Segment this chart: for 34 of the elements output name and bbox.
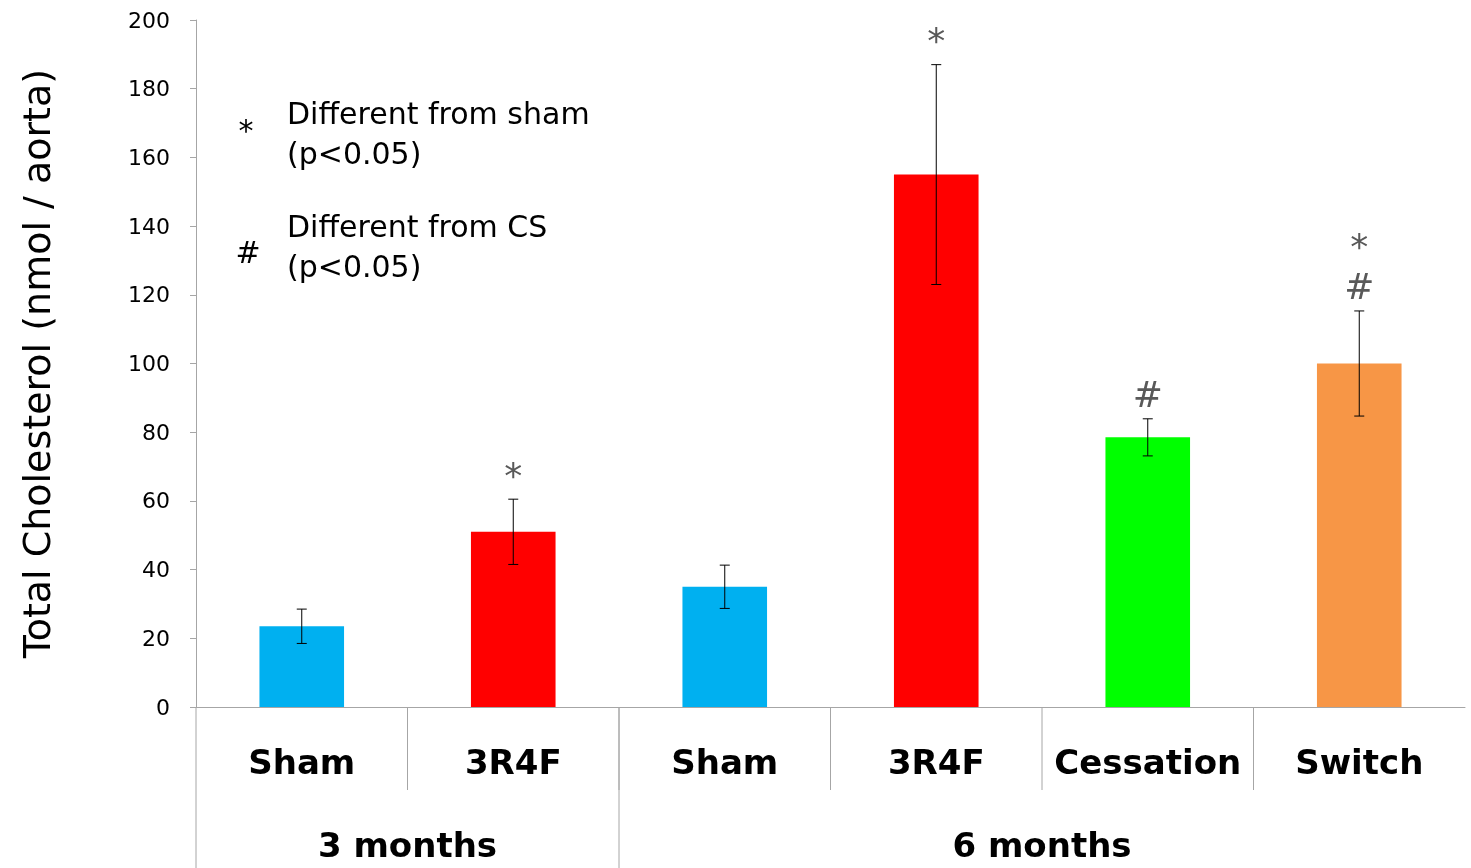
bar	[1105, 437, 1191, 707]
bar	[682, 586, 768, 707]
x-tick-label: 3R4F	[887, 742, 985, 782]
y-tick-label: 200	[128, 7, 170, 33]
data-label: *	[504, 454, 523, 496]
x-tick-label: 3R4F	[464, 742, 562, 782]
annotation: *	[238, 112, 254, 148]
y-tick-label: 140	[128, 213, 170, 239]
y-tick-label: 160	[128, 144, 170, 170]
bar	[1316, 363, 1402, 707]
y-tick-label: 80	[142, 419, 170, 445]
y-tick-label: 0	[156, 694, 170, 720]
annotation: Different from CS (p<0.05)	[287, 208, 548, 284]
y-tick-label: 60	[142, 488, 170, 514]
annotation: Different from sham (p<0.05)	[287, 95, 590, 171]
data-label: *	[927, 20, 946, 62]
y-tick-label: 20	[142, 625, 170, 651]
bar	[470, 531, 556, 707]
annotation: #	[235, 234, 261, 270]
y-tick-label: 40	[142, 557, 170, 583]
x-tick-label: Cessation	[1054, 742, 1242, 782]
data-label: * #	[1344, 226, 1375, 308]
text: 3 months	[317, 825, 498, 865]
bar	[259, 626, 345, 707]
data-label: #	[1132, 374, 1163, 416]
bar	[893, 174, 979, 707]
text: 6 months	[952, 825, 1132, 865]
x-tick-label: Sham	[671, 742, 779, 782]
y-tick-label: 100	[128, 351, 170, 376]
x-tick-label: Sham	[248, 742, 356, 782]
y-tick-label: 180	[128, 76, 170, 102]
y-axis-title: Total Cholesterol (nmol / aorta)	[15, 68, 59, 660]
y-tick-label: 120	[128, 282, 170, 308]
x-tick-label: Switch	[1295, 742, 1424, 782]
